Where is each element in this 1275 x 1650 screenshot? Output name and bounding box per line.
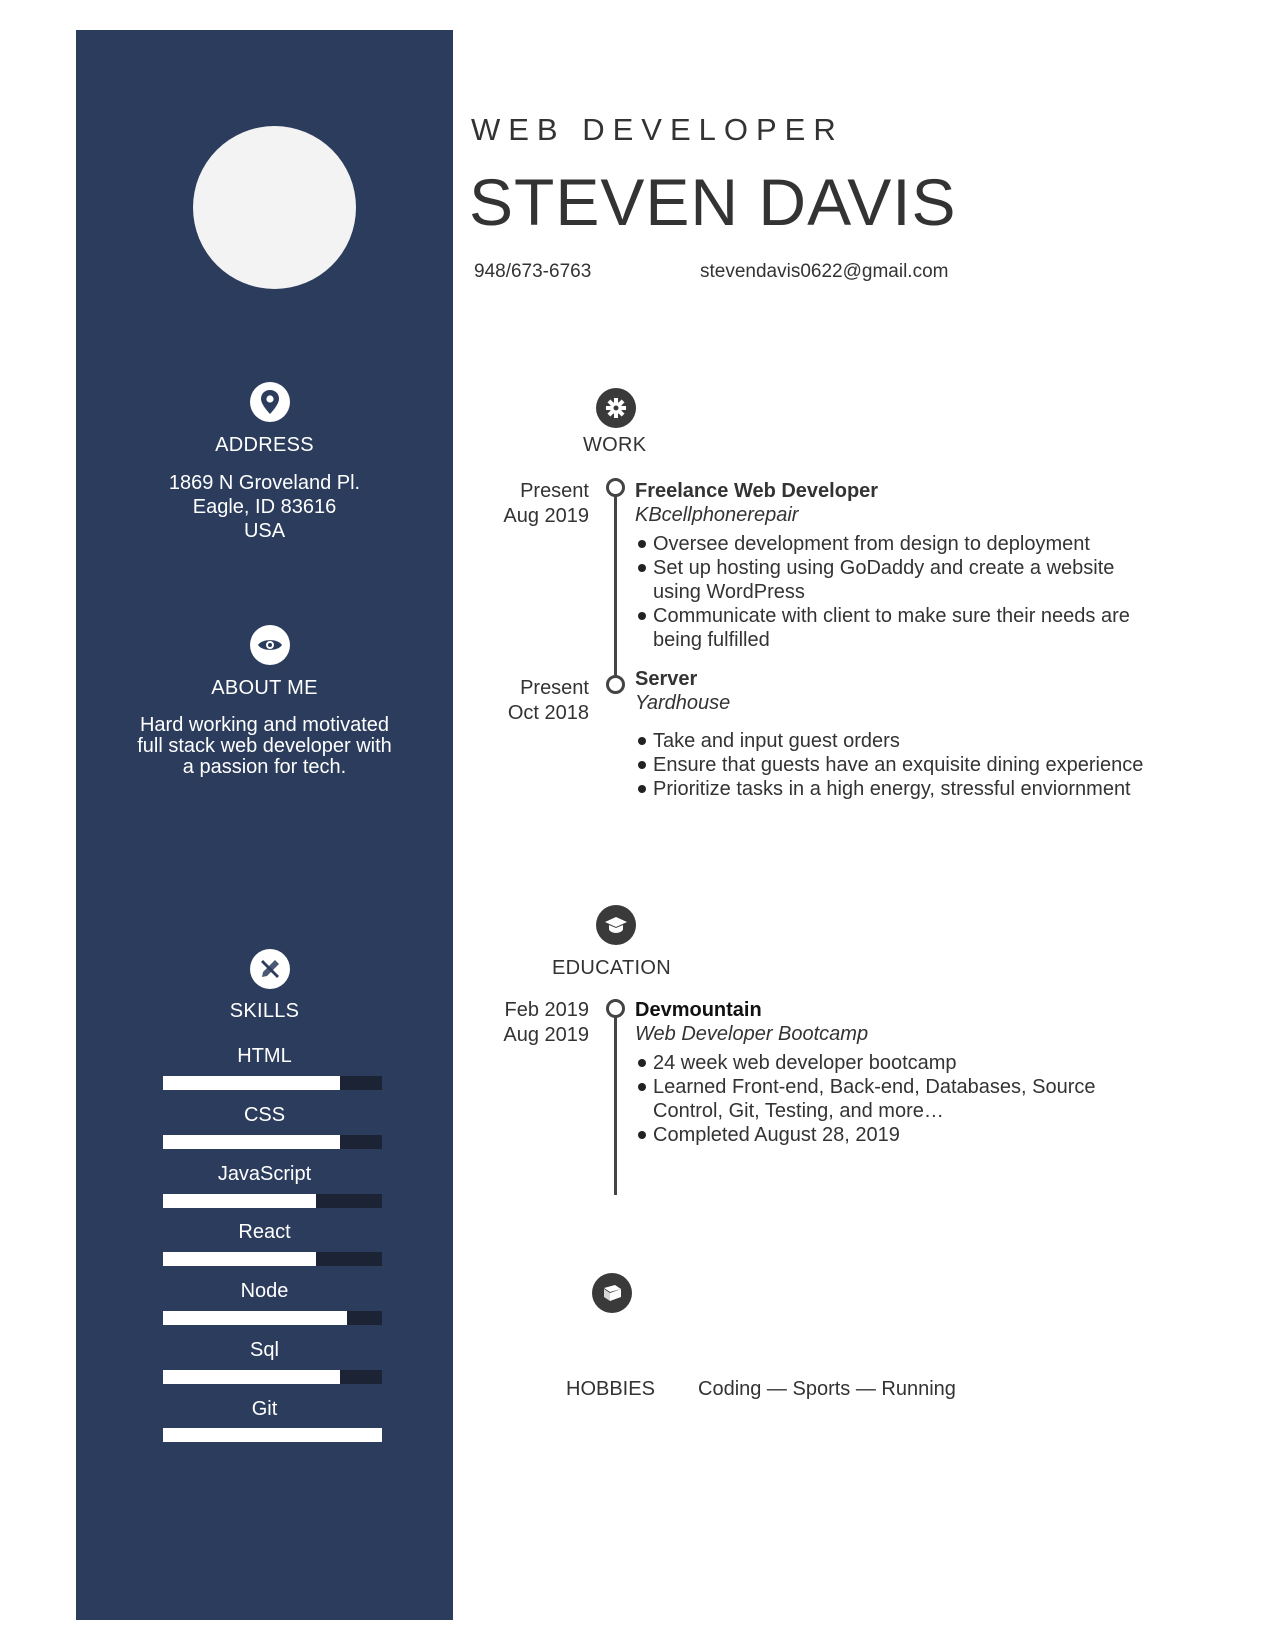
bullet-item: Oversee development from design to deplo… [635,532,1145,556]
work-dates: Present Aug 2019 [459,479,589,529]
skill-bar [163,1076,382,1090]
skill-bar-fill [163,1311,347,1325]
bullet-list: Take and input guest orders Ensure that … [635,729,1145,801]
about-text: Hard working and motivated full stack we… [76,715,453,778]
skill-name: Git [251,1398,278,1420]
address-block: 1869 N Groveland Pl. Eagle, ID 83616 USA [76,471,453,543]
bullet-item: Set up hosting using GoDaddy and create … [635,556,1145,604]
skill-bar-fill [163,1135,341,1149]
about-line-3: a passion for tech. [182,756,347,778]
work-entry: Freelance Web Developer KBcellphonerepai… [635,479,1145,652]
skill-bar [163,1370,382,1384]
date-start: Feb 2019 [504,999,589,1021]
skill-bar-fill [163,1428,382,1442]
book-icon [592,1273,632,1313]
education-heading: EDUCATION [552,957,671,979]
full-name: STEVEN DAVIS [469,165,957,239]
education-entry: Devmountain Web Developer Bootcamp 24 we… [635,998,1145,1147]
education-timeline-line [614,1007,617,1195]
bullet-list: 24 week web developer bootcamp Learned F… [635,1051,1145,1147]
graduation-cap-icon [596,905,636,945]
hobbies-text: Coding — Sports — Running [698,1378,956,1400]
gear-icon [596,388,636,428]
date-end: Aug 2019 [503,1024,589,1046]
timeline-dot [606,675,625,694]
skill-name: React [238,1221,291,1243]
bullet-item: Prioritize tasks in a high energy, stres… [635,777,1145,801]
date-end: Present [520,480,589,502]
address-heading: ADDRESS [215,434,314,456]
skill-bar-fill [163,1252,317,1266]
skill-bar [163,1311,382,1325]
bullet-list: Oversee development from design to deplo… [635,532,1145,652]
skill-bar [163,1428,382,1442]
entry-title: Freelance Web Developer [635,480,879,502]
sidebar [76,30,453,1620]
entry-org: KBcellphonerepair [635,504,799,526]
bullet-item: Communicate with client to make sure the… [635,604,1145,652]
work-heading: WORK [583,434,647,456]
eye-icon [250,625,290,665]
bullet-item: 24 week web developer bootcamp [635,1051,1145,1075]
job-title: WEB DEVELOPER [471,112,844,147]
address-line-2: Eagle, ID 83616 [192,496,337,518]
map-pin-icon [250,382,290,422]
address-line-3: USA [243,520,286,542]
timeline-dot [606,478,625,497]
date-end: Present [520,677,589,699]
skill-name: CSS [243,1104,286,1126]
work-dates: Present Oct 2018 [459,676,589,726]
bullet-item: Take and input guest orders [635,729,1145,753]
entry-title: Server [635,668,698,690]
date-start: Aug 2019 [503,505,589,527]
bullet-item: Learned Front-end, Back-end, Databases, … [635,1075,1145,1123]
timeline-dot [606,999,625,1018]
tools-icon [250,949,290,989]
skill-name: Sql [250,1339,279,1361]
about-line-1: Hard working and motivated [139,714,389,736]
bullet-item: Completed August 28, 2019 [635,1123,1145,1147]
education-dates: Feb 2019 Aug 2019 [459,998,589,1048]
about-line-2: full stack web developer with [137,735,392,757]
skill-bar [163,1194,382,1208]
skills-heading: SKILLS [229,1000,300,1022]
skill-name: HTML [237,1045,292,1067]
skill-bar [163,1135,382,1149]
bullet-item: Ensure that guests have an exquisite din… [635,753,1145,777]
skill-name: JavaScript [217,1163,312,1185]
entry-org: Web Developer Bootcamp [635,1023,869,1045]
address-line-1: 1869 N Groveland Pl. [168,472,361,494]
profile-photo-placeholder [193,126,356,289]
email-address: stevendavis0622@gmail.com [700,261,949,282]
phone-number: 948/673-6763 [474,261,592,282]
skill-bar-fill [163,1076,341,1090]
hobbies-heading: HOBBIES [566,1378,655,1400]
entry-org: Yardhouse [635,692,731,714]
work-entry: Server Yardhouse Take and input guest or… [635,667,1145,801]
skill-bar-fill [163,1370,341,1384]
skill-name: Node [240,1280,289,1302]
date-start: Oct 2018 [507,702,589,724]
about-heading: ABOUT ME [211,677,318,699]
entry-title: Devmountain [635,999,762,1021]
skill-bar-fill [163,1194,317,1208]
work-timeline-line [614,486,617,684]
skill-bar [163,1252,382,1266]
